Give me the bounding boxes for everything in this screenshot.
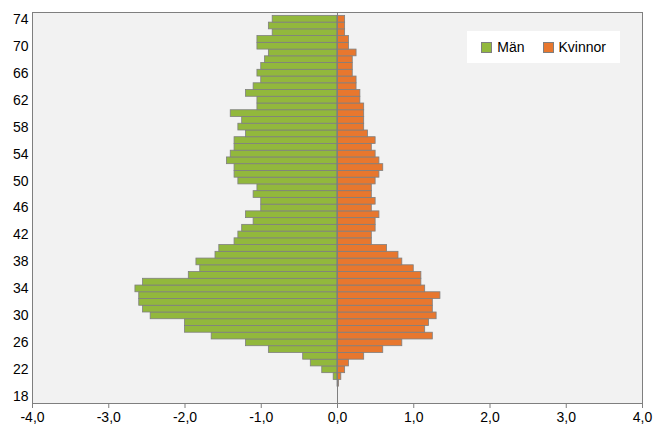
svg-text:4,0: 4,0 bbox=[633, 409, 653, 425]
svg-text:-2,0: -2,0 bbox=[173, 409, 197, 425]
svg-text:-1,0: -1,0 bbox=[249, 409, 273, 425]
svg-text:42: 42 bbox=[13, 226, 29, 242]
svg-text:1,0: 1,0 bbox=[404, 409, 424, 425]
svg-text:74: 74 bbox=[13, 11, 29, 27]
html-text:Män: Män bbox=[497, 39, 525, 55]
svg-text:54: 54 bbox=[13, 146, 29, 162]
svg-text:2,0: 2,0 bbox=[480, 409, 500, 425]
svg-text:26: 26 bbox=[13, 334, 29, 350]
svg-text:58: 58 bbox=[13, 119, 29, 135]
html-text:Kvinnor: Kvinnor bbox=[558, 39, 606, 55]
svg-text:70: 70 bbox=[13, 38, 29, 54]
svg-text:66: 66 bbox=[13, 65, 29, 81]
svg-text:46: 46 bbox=[13, 199, 29, 215]
svg-text:0,0: 0,0 bbox=[328, 409, 348, 425]
svg-text:50: 50 bbox=[13, 173, 29, 189]
svg-text:22: 22 bbox=[13, 361, 29, 377]
svg-text:3,0: 3,0 bbox=[557, 409, 577, 425]
svg-text:62: 62 bbox=[13, 92, 29, 108]
svg-text:34: 34 bbox=[13, 280, 29, 296]
svg-text:30: 30 bbox=[13, 307, 29, 323]
svg-text:18: 18 bbox=[13, 388, 29, 404]
svg-text:-3,0: -3,0 bbox=[97, 409, 121, 425]
svg-text:-4,0: -4,0 bbox=[20, 409, 44, 425]
svg-text:38: 38 bbox=[13, 253, 29, 269]
